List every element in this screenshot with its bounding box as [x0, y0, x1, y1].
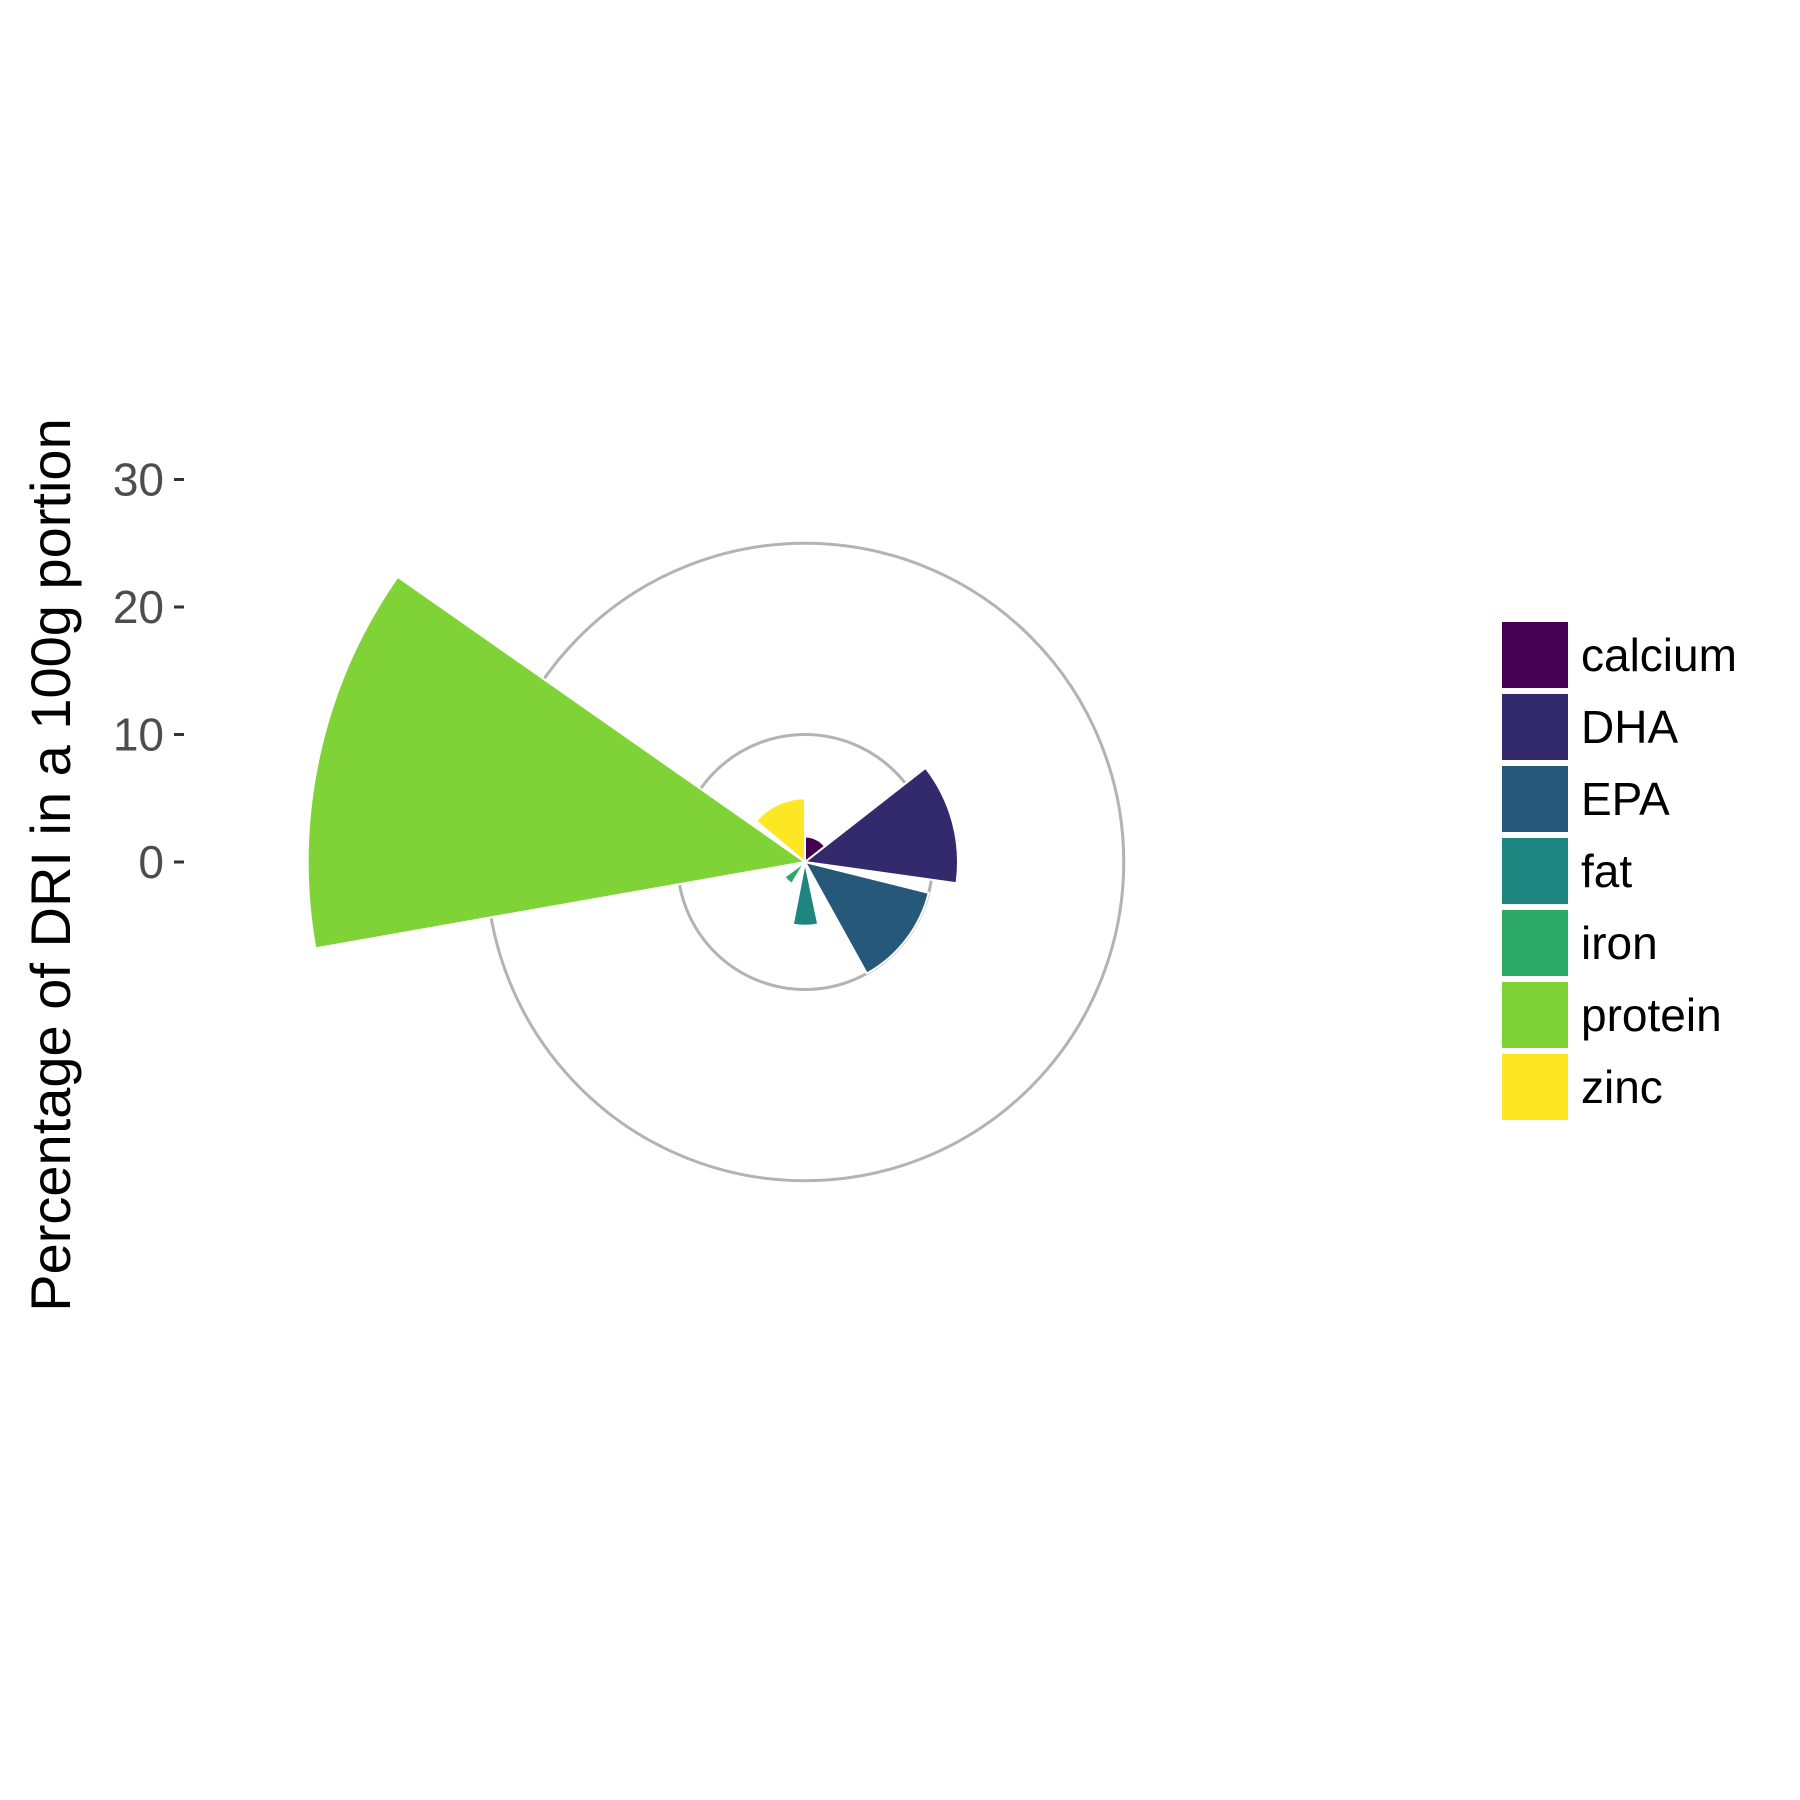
bar-iron	[782, 861, 806, 886]
bar-zinc	[754, 797, 806, 865]
legend-label-epa: EPA	[1581, 773, 1670, 825]
bars	[306, 575, 959, 975]
legend-key-epa	[1502, 766, 1568, 832]
legend-key-zinc	[1502, 1054, 1568, 1120]
y-tick-label: 20	[113, 581, 164, 633]
bar-dha	[802, 766, 959, 885]
legend-label-fat: fat	[1581, 845, 1632, 897]
legend-key-protein	[1502, 982, 1568, 1048]
legend-key-iron	[1502, 910, 1568, 976]
bar-protein	[306, 575, 808, 950]
legend-key-calcium	[1502, 622, 1568, 688]
y-tick-label: 10	[113, 709, 164, 761]
legend-label-dha: DHA	[1581, 701, 1678, 753]
legend-key-fat	[1502, 838, 1568, 904]
legend-label-calcium: calcium	[1581, 629, 1737, 681]
y-tick-label: 0	[138, 836, 164, 888]
legend-label-iron: iron	[1581, 917, 1658, 969]
y-axis-label: Percentage of DRI in a 100g portion	[19, 418, 82, 1311]
y-tick-label: 30	[113, 454, 164, 506]
y-axis: 0 10 20 30	[113, 454, 184, 888]
bar-epa	[803, 860, 930, 975]
bar-fat	[791, 861, 820, 927]
legend-key-dha	[1502, 694, 1568, 760]
legend-label-protein: protein	[1581, 989, 1722, 1041]
legend-label-zinc: zinc	[1581, 1061, 1663, 1113]
legend: calcium DHA EPA fat iron protein zinc	[1502, 622, 1737, 1120]
